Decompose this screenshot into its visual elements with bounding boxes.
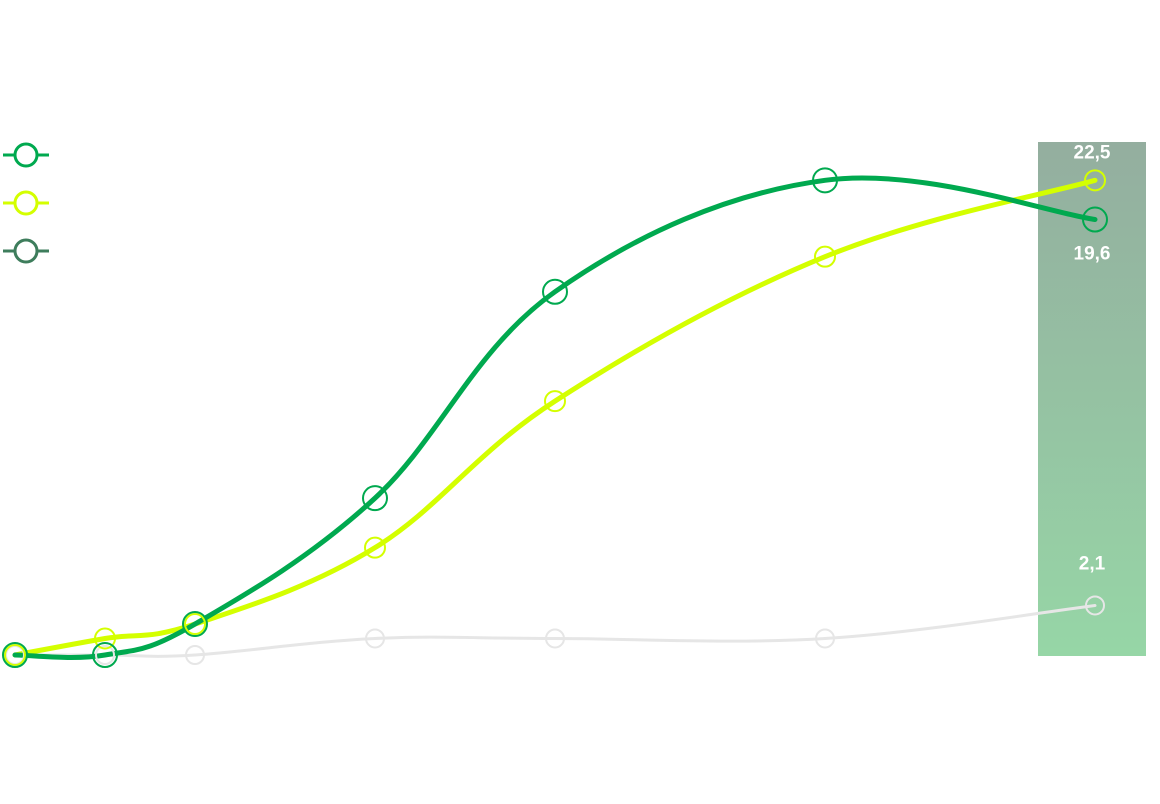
data-point-lime (184, 613, 206, 636)
data-point-light-gray (545, 628, 565, 649)
data-point-lime (94, 627, 116, 650)
data-point-dark-green (542, 278, 568, 305)
value-label-lime: 22,5 (1074, 142, 1111, 163)
data-point-lime (1084, 169, 1106, 192)
legend (3, 142, 49, 264)
data-point-lime (544, 390, 566, 413)
data-point-light-gray (365, 628, 385, 649)
data-point-light-gray (815, 628, 835, 649)
data-point-dark-green (2, 642, 28, 668)
legend-item (3, 190, 49, 216)
data-point-lime (814, 245, 836, 268)
data-point-lime (4, 644, 26, 666)
legend-marker (13, 142, 39, 168)
series-line-lime (12, 177, 1098, 658)
series-line-light-gray (13, 603, 1097, 658)
data-point-dark-green (182, 611, 208, 638)
series-line-dark-green (12, 175, 1098, 660)
data-point-light-gray (185, 645, 205, 665)
data-point-lime (364, 536, 386, 559)
value-label-light-gray: 2,1 (1079, 553, 1106, 574)
data-point-light-gray (1085, 595, 1105, 616)
legend-item (3, 238, 49, 264)
data-point-light-gray (95, 645, 115, 665)
legend-item (3, 142, 49, 168)
series-lines (12, 175, 1098, 660)
value-label-dark-green: 19,6 (1074, 244, 1111, 265)
legend-marker (13, 190, 39, 216)
data-point-dark-green (1082, 206, 1108, 233)
data-point-dark-green (92, 642, 118, 668)
legend-marker (13, 238, 39, 264)
data-point-dark-green (812, 167, 838, 194)
series-markers (2, 167, 1108, 668)
data-point-dark-green (362, 485, 388, 512)
highlight-column (1038, 142, 1146, 656)
value-labels: 19,6 22,5 2,1 (1074, 142, 1111, 574)
